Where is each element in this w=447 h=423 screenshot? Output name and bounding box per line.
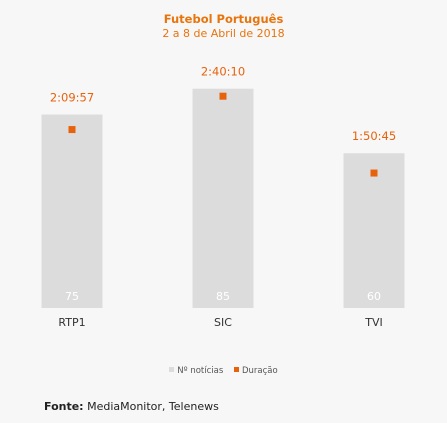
bar-rtp1 [41, 114, 103, 308]
chart-subtitle: 2 a 8 de Abril de 2018 [162, 27, 285, 40]
legend-label-noticias: Nº notícias [177, 366, 224, 376]
bar-value-label-tvi: 60 [367, 290, 381, 303]
category-label-tvi: TVI [364, 316, 383, 329]
plot-area: 75 RTP1 2:09:57 85 SIC 2:40:10 60 TVI 1:50:45 [41, 65, 405, 329]
bar-value-label-sic: 85 [216, 290, 230, 303]
legend-swatch-noticias [169, 367, 175, 372]
source-note: Fonte: MediaMonitor, Telenews [44, 400, 219, 413]
duration-marker-rtp1 [68, 126, 76, 134]
legend: Nº notícias Duração [0, 366, 447, 376]
bar-sic [192, 88, 254, 308]
bar-tvi [343, 153, 405, 308]
duration-label-rtp1: 2:09:57 [50, 91, 94, 105]
chart-title: Futebol Português [163, 12, 284, 26]
legend-swatch-duracao [234, 367, 239, 372]
duration-marker-sic [219, 92, 227, 100]
duration-marker-tvi [370, 169, 378, 177]
duration-label-sic: 2:40:10 [201, 65, 245, 79]
legend-item-duracao: Duração [234, 366, 278, 376]
category-label-rtp1: RTP1 [58, 316, 85, 329]
source-text: MediaMonitor, Telenews [87, 400, 219, 413]
bar-value-label-rtp1: 75 [65, 290, 79, 303]
source-label: Fonte: [44, 400, 84, 413]
legend-label-duracao: Duração [242, 366, 278, 376]
category-label-sic: SIC [214, 316, 232, 329]
legend-item-noticias: Nº notícias [169, 366, 223, 376]
duration-label-tvi: 1:50:45 [352, 129, 396, 143]
